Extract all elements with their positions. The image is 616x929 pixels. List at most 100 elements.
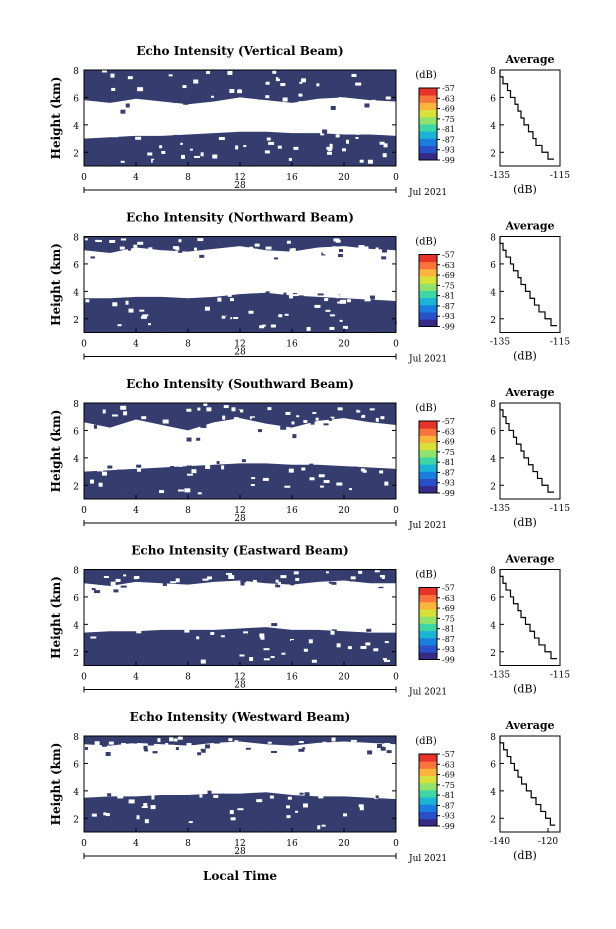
colorbar-swatch — [419, 131, 437, 139]
y-tick-label: 6 — [73, 760, 79, 770]
heatmap-cell — [101, 471, 107, 476]
heatmap-cell — [362, 70, 368, 74]
heatmap-cell — [125, 103, 130, 108]
heatmap-cell — [304, 792, 310, 797]
heatmap-cell — [267, 407, 272, 411]
heatmap-cell — [179, 142, 183, 145]
average-frame — [499, 735, 561, 833]
heatmap-cell — [258, 429, 263, 433]
heatmap-cell — [203, 403, 208, 407]
heatmap-cell — [200, 659, 206, 664]
colorbar-tick-label: -75 — [442, 781, 455, 790]
heatmap-cell — [303, 803, 309, 808]
date-label: Jul 2021 — [408, 521, 447, 531]
heatmap-cell — [144, 749, 149, 752]
heatmap-cell — [176, 140, 181, 144]
heatmap-cell — [327, 748, 331, 753]
x-tick-label: 16 — [286, 839, 298, 849]
heatmap-cell — [224, 322, 230, 326]
heatmap-cell — [362, 469, 367, 473]
heatmap-cell — [220, 256, 225, 260]
heatmap-cell — [358, 804, 364, 808]
colorbar-tick-label: -63 — [442, 261, 455, 270]
colorbar-tick-label: -81 — [442, 458, 455, 467]
heatmap-cell — [318, 794, 324, 799]
heatmap-cell — [338, 249, 343, 253]
upper-echo-layer — [84, 70, 396, 105]
heatmap-cell — [145, 137, 151, 141]
heatmap-cell — [330, 630, 335, 635]
heatmap-cell — [254, 243, 260, 247]
heatmap-cell — [271, 623, 278, 627]
colorbar-swatch — [419, 811, 437, 820]
colorbar-tick-label: -87 — [442, 302, 455, 311]
heatmap-cell — [270, 324, 276, 328]
heatmap-cell — [347, 571, 354, 576]
colorbar-swatch — [419, 645, 437, 653]
heatmap-cells — [84, 570, 391, 664]
average-y-tick-label: 8 — [490, 400, 496, 410]
heatmap-cell — [102, 409, 106, 414]
heatmap-cell — [329, 651, 335, 654]
y-tick-label: 6 — [73, 261, 79, 271]
heatmap-cell — [352, 466, 358, 470]
average-y-tick-label: 4 — [490, 788, 496, 798]
average-title: Average — [504, 220, 554, 233]
heatmap-cell — [322, 251, 328, 255]
heatmap-cell — [265, 291, 270, 295]
heatmap-cell — [204, 306, 210, 311]
heatmap-cell — [325, 312, 330, 316]
colorbar-tick-label: -99 — [442, 156, 455, 165]
colorbar-swatch — [419, 312, 437, 320]
heatmap-cell — [200, 748, 206, 753]
heatmap-cell — [343, 813, 348, 817]
heatmap-cell — [150, 137, 154, 141]
heatmap-cell — [143, 803, 148, 807]
heatmap-cell — [372, 129, 377, 132]
heatmap-cell — [116, 469, 123, 473]
heatmap-cell — [306, 475, 310, 480]
heatmap-cell — [151, 81, 157, 86]
colorbar-tick-label: -81 — [442, 292, 455, 301]
heatmap-cell — [207, 750, 214, 753]
heatmap-cell — [165, 478, 171, 481]
heatmap-cell — [290, 582, 295, 586]
average-title: Average — [504, 386, 554, 399]
heatmap-cell — [90, 256, 96, 259]
heatmap-cell — [115, 655, 120, 658]
heatmap-cell — [276, 141, 283, 145]
heatmap-cell — [94, 741, 100, 746]
heatmap-cell — [354, 314, 359, 318]
heatmap-cell — [384, 481, 389, 486]
heatmap-cell — [126, 238, 131, 241]
heatmap-cells — [84, 403, 391, 496]
y-tick-label: 8 — [73, 567, 79, 577]
heatmap-cell — [229, 88, 235, 93]
heatmap-cell — [382, 88, 388, 92]
heatmap-cell — [325, 571, 329, 574]
heatmap-cell — [121, 745, 126, 750]
heatmap-cell — [198, 633, 205, 638]
average-x-unit: (dB) — [513, 849, 537, 862]
heatmap-cell — [182, 85, 187, 89]
heatmap-cell — [371, 744, 377, 749]
heatmap-cell — [142, 314, 149, 317]
heatmap-cell — [136, 467, 141, 472]
heatmap-cell — [275, 579, 279, 583]
heatmap-cell — [384, 743, 391, 748]
heatmap-cells — [84, 736, 392, 830]
panel-title: Echo Intensity (Northward Beam) — [126, 211, 354, 225]
heatmap-cell — [136, 464, 142, 468]
average-y-tick-label: 4 — [490, 288, 496, 298]
heatmap-cell — [197, 752, 202, 756]
heatmap-cell — [263, 76, 270, 79]
heatmap-cell — [179, 79, 184, 83]
heatmap-cell — [105, 813, 110, 817]
heatmap-cell — [152, 160, 158, 164]
average-y-tick-label: 2 — [490, 815, 496, 825]
heatmap-cell — [147, 323, 151, 326]
heatmap-cell — [91, 813, 97, 817]
heatmap-cell — [244, 160, 249, 164]
heatmap-cell — [278, 75, 282, 79]
